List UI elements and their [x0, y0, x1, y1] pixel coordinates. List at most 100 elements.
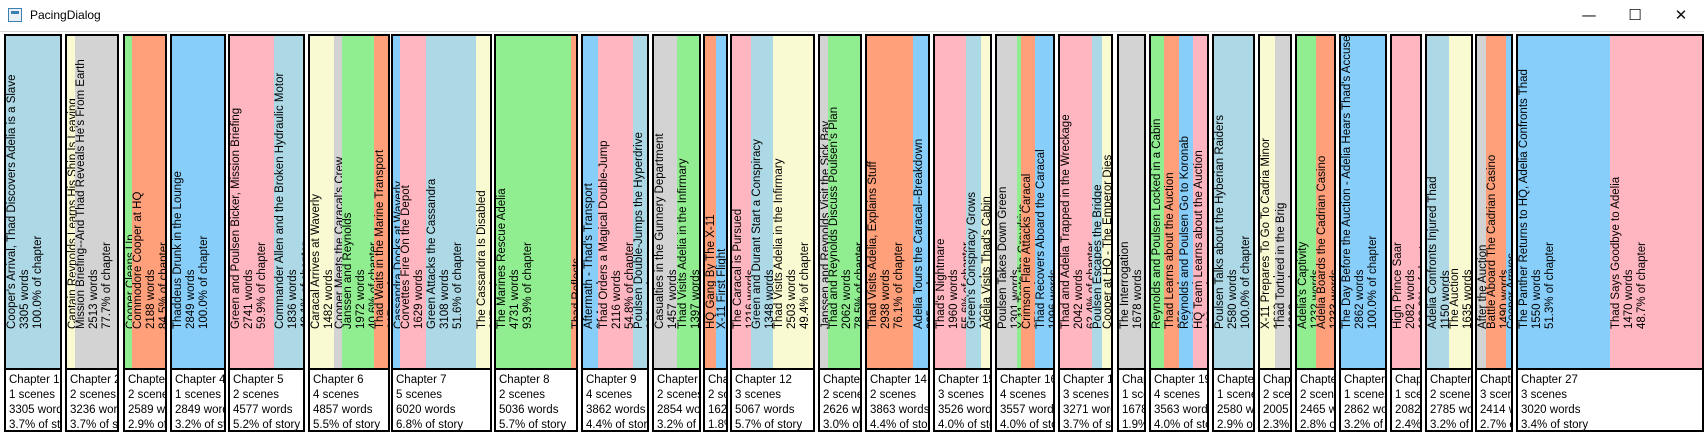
chapter-column[interactable]: Cooper's Arrival, Thad Discovers Adelia … [4, 34, 62, 432]
scene-block[interactable]: Thad Visits Adelia in the Infirmary 1397 … [677, 36, 699, 368]
scene-block[interactable]: Commander Allen and the Broken Hydraulic… [274, 36, 303, 368]
scene-block[interactable]: Janssen and Reynolds 1972 words 40.6% of c… [342, 36, 374, 368]
scene-block[interactable]: Reynolds and Poulsen Locked in a Cabin81… [1151, 36, 1164, 368]
scene-block[interactable]: Poulsen Double-Jumps the Hyperdrive832 w… [633, 36, 647, 368]
scene-block[interactable]: Green Attacks the Cassandra 3108 words 51.… [426, 36, 476, 368]
scene-block[interactable]: The Panther Returns to HQ, Adelia Confro… [1518, 36, 1610, 368]
scene-block[interactable]: X-11 First Flight816 words50.3% of chapt… [716, 36, 726, 368]
chapter-scenes: 2 scenes [70, 389, 117, 401]
scene-block[interactable]: X-11 Prepares To Go To Cadria Minor 1002 … [1260, 36, 1275, 368]
scene-block[interactable]: Cooper at HQ - The Emperor Dies609 words… [1102, 36, 1111, 368]
chapter-column[interactable]: After the Auction615 words25.5% of chapt… [1475, 34, 1513, 432]
maximize-button[interactable]: ☐ [1628, 6, 1642, 24]
chapter-column[interactable]: Captain Reynolds Learns His Ship Is Leav… [65, 34, 119, 432]
scene-block[interactable]: Reynolds and Poulsen Go to Koronab901 wo… [1179, 36, 1193, 368]
chapter-column[interactable]: Thaddeus Drunk in the Lounge 2849 words 10… [170, 34, 226, 432]
scene-block[interactable]: Thad and Reynolds Discuss Poulsen's Plan… [828, 36, 860, 368]
chapter-scenes: 3 scenes [938, 389, 985, 401]
scene-block[interactable]: Commodore Cooper at HQ 2188 words 84.5% of… [132, 36, 165, 368]
chapter-column[interactable]: Janssen and Reynolds Visit the Sick Bay5… [818, 34, 862, 432]
scene-block[interactable]: The Marines Rescue Adelia 4731 words 93.9%… [496, 36, 571, 368]
scene-block[interactable]: Adelia Visits Thad's Cabin566 words16.0%… [981, 36, 990, 368]
chapter-column[interactable]: The Marines Rescue Adelia 4731 words 93.9%… [494, 34, 578, 432]
scene-block[interactable]: Thad Visits Adelia in the Infirmary 2503 … [773, 36, 813, 368]
scene-pct: 78.5% of chapter [854, 242, 860, 329]
scene-block[interactable]: HQ Team Learns about the Auction900 word… [1193, 36, 1207, 368]
scene-block[interactable]: Cooper Arrives309 words12.8% of chapter [1506, 36, 1511, 368]
chapter-column[interactable]: Cooper Cleans Up401 words15.5% of chapte… [123, 34, 167, 432]
close-button[interactable]: ✕ [1674, 6, 1688, 24]
scene-block[interactable]: Battle Aboard The Cadrian Casino 1490 wor… [1486, 36, 1506, 368]
scene-block[interactable]: Thad Waits in the Marine Transport917 wo… [374, 36, 388, 368]
chapter-scenes: 2 scenes [233, 389, 280, 401]
scene-block[interactable]: Cooper's Arrival, Thad Discovers Adelia … [6, 36, 60, 368]
scene-block[interactable]: Adelia Tours the Caracal--Breakdown 925 w… [913, 36, 928, 368]
scene-block[interactable]: Thad Recovers Aboard the Caracal 1096 wor… [1035, 36, 1053, 368]
chapter-column[interactable]: Cassandra Docks at Waverly436 words7.2% … [391, 34, 492, 432]
scene-block[interactable]: The Cassandra Is Disabled847 words14.1% … [476, 36, 490, 368]
chapter-column[interactable]: The Day Before the Auction - Adelia Hear… [1339, 34, 1387, 432]
scene-block[interactable]: Cooper Meets the Caracal's Crew486 words… [334, 36, 342, 368]
chapter-column[interactable]: Thad's Nightmare 1960 words 55.6% of chapt… [933, 34, 992, 432]
minimize-button[interactable]: — [1581, 6, 1597, 24]
scene-block[interactable]: Thad's Nightmare 1960 words 55.6% of chapt… [935, 36, 966, 368]
scene-block[interactable]: Poulsen Talks about the Hyberian Raiders… [1214, 36, 1253, 368]
scene-block[interactable]: Janssen and Reynolds Visit the Sick Bay5… [820, 36, 828, 368]
scene-block[interactable]: Thad and Adelia Trapped in the Wreckage 2… [1060, 36, 1092, 368]
scene-block[interactable]: The Day Before the Auction - Adelia Hear… [1341, 36, 1385, 368]
scene-block[interactable]: Green and Durant Start a Conspiracy 1348 … [751, 36, 773, 368]
chapter-column[interactable]: Thad Visits Adelia, Explains Stuff 2938 w… [865, 34, 930, 432]
scene-block[interactable]: Thad Says Goodbye to Adelia 1470 words 48.… [1610, 36, 1702, 368]
scene-block[interactable]: Cooper Cleans Up401 words15.5% of chapte… [125, 36, 132, 368]
scene-block[interactable]: Cassandra Docks at Waverly436 words7.2% … [393, 36, 400, 368]
chapter-column[interactable]: Green and Poulsen Bicker, Mission Briefi… [228, 34, 305, 432]
scene-block[interactable]: Captain Reynolds Learns His Ship Is Leav… [67, 36, 75, 368]
chapter-column[interactable]: The Panther Returns to HQ, Adelia Confro… [1516, 34, 1704, 432]
scene-block[interactable]: Poulsen Escapes the Bridge620 words19.0%… [1092, 36, 1102, 368]
chapter-column[interactable]: Casualties in the Gunnery Department 1457… [652, 34, 701, 432]
scene-block[interactable]: Casualties in the Gunnery Department 1457… [654, 36, 677, 368]
chapter-column[interactable]: Reynolds and Poulsen Locked in a Cabin81… [1149, 34, 1209, 432]
scene-block[interactable]: After the Auction615 words25.5% of chapt… [1477, 36, 1486, 368]
scene-block[interactable]: Thad Orders a Magical Double-Jump 2116 wo… [598, 36, 633, 368]
scene-block[interactable]: High Prince Saar 2082 words 100.0% of chap… [1392, 36, 1420, 368]
chapter-scenes: 4 scenes [313, 389, 360, 401]
chapter-column[interactable]: High Prince Saar 2082 words 100.0% of chap… [1390, 34, 1422, 432]
scene-block[interactable]: Thad Visits Adelia, Explains Stuff 2938 w… [867, 36, 913, 368]
scene-block[interactable]: Crimson Flare Attacks Caracal876 words24… [1021, 36, 1035, 368]
chapter-column[interactable]: Thad and Adelia Trapped in the Wreckage 2… [1058, 34, 1113, 432]
scene-title: Janssen and Reynolds Visit the Sick Bay [820, 120, 828, 329]
scene-block[interactable]: Thaddeus Drunk in the Lounge 2849 words 10… [172, 36, 224, 368]
scene-title: Commander Allen and the Broken Hydraulic… [274, 72, 286, 329]
chapter-column[interactable]: X-11 Prepares To Go To Cadria Minor 1002 … [1258, 34, 1292, 432]
scene-title: Battle Aboard The Cadrian Casino [1486, 154, 1498, 329]
scene-stack: Reynolds and Poulsen Locked in a Cabin81… [1151, 36, 1207, 368]
chapter-column[interactable]: Poulsen Talks about the Hyberian Raiders… [1212, 34, 1255, 432]
scene-block[interactable]: Green and Poulsen Bicker, Mission Briefi… [230, 36, 274, 368]
scene-block[interactable]: Adelia Boards the Cadrian Casino 1233 wor… [1316, 36, 1334, 368]
scene-block[interactable]: Mission Briefing--And Thad Reveals He's … [75, 36, 117, 368]
